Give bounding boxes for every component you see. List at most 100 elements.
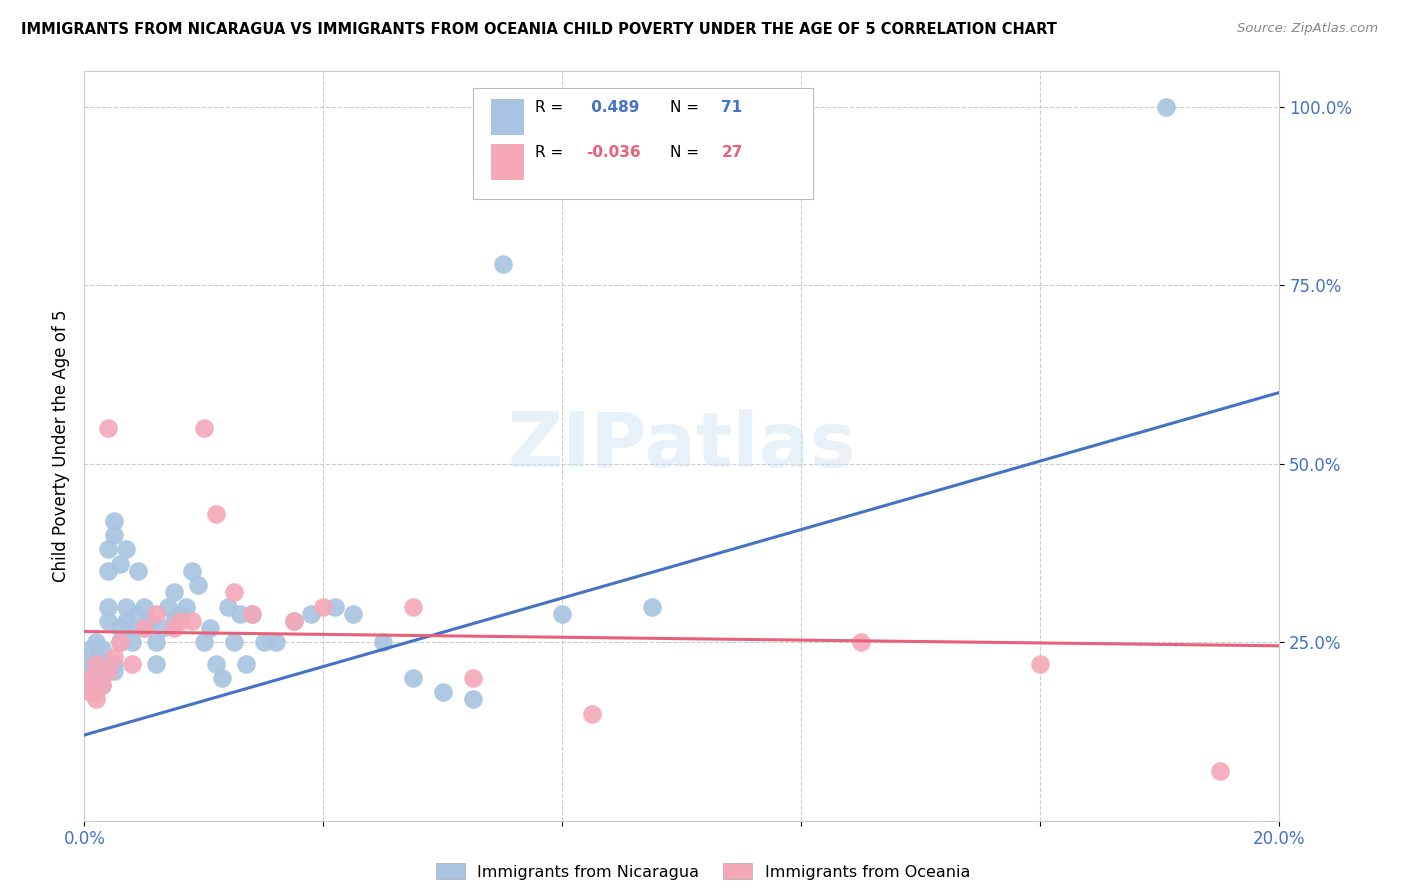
Point [551, 607, 574, 621]
Text: -0.036: -0.036 [586, 145, 641, 160]
Point [97, 564, 120, 578]
Point [139, 614, 162, 628]
Point [228, 607, 252, 621]
Text: 27: 27 [721, 145, 742, 160]
Point [157, 599, 180, 614]
Point [121, 621, 143, 635]
Point [851, 635, 873, 649]
Point [373, 635, 395, 649]
Point [461, 692, 484, 706]
Point [79, 671, 101, 685]
Point [163, 621, 186, 635]
Point [79, 664, 101, 678]
Point [110, 557, 132, 571]
Point [342, 607, 364, 621]
Point [174, 599, 197, 614]
Point [205, 507, 228, 521]
Point [253, 635, 276, 649]
Point [79, 685, 101, 699]
Point [198, 621, 221, 635]
Point [163, 585, 186, 599]
Point [86, 671, 108, 685]
FancyBboxPatch shape [472, 87, 814, 199]
Point [181, 614, 204, 628]
Point [110, 635, 132, 649]
Point [91, 678, 114, 692]
Point [283, 614, 305, 628]
Point [132, 621, 156, 635]
Point [240, 607, 263, 621]
Point [115, 614, 138, 628]
Point [181, 564, 204, 578]
Point [91, 671, 114, 685]
Point [97, 421, 120, 435]
Point [402, 671, 425, 685]
Text: Source: ZipAtlas.com: Source: ZipAtlas.com [1237, 22, 1378, 36]
Point [325, 599, 347, 614]
Point [193, 635, 215, 649]
Point [79, 678, 101, 692]
Point [91, 657, 114, 671]
Text: IMMIGRANTS FROM NICARAGUA VS IMMIGRANTS FROM OCEANIA CHILD POVERTY UNDER THE AGE: IMMIGRANTS FROM NICARAGUA VS IMMIGRANTS … [21, 22, 1057, 37]
Point [492, 257, 515, 271]
Point [402, 599, 425, 614]
Point [86, 649, 108, 664]
Point [127, 564, 149, 578]
Point [235, 657, 257, 671]
Point [1154, 100, 1177, 114]
Point [1209, 764, 1232, 778]
Point [312, 599, 335, 614]
Point [1029, 657, 1052, 671]
Point [110, 635, 132, 649]
Point [581, 706, 603, 721]
Point [103, 514, 125, 528]
Point [127, 607, 149, 621]
Point [283, 614, 305, 628]
Point [169, 614, 191, 628]
Point [432, 685, 454, 699]
Point [110, 621, 132, 635]
Point [86, 635, 108, 649]
Point [79, 642, 101, 657]
Point [86, 685, 108, 699]
Point [86, 657, 108, 671]
Point [205, 657, 228, 671]
Text: 0.489: 0.489 [586, 100, 640, 115]
Point [86, 692, 108, 706]
Point [193, 421, 215, 435]
Point [264, 635, 287, 649]
Point [115, 542, 138, 557]
Point [145, 635, 167, 649]
Point [217, 599, 239, 614]
Text: N =: N = [671, 100, 699, 115]
Text: 71: 71 [721, 100, 742, 115]
Point [103, 664, 125, 678]
Point [103, 657, 125, 671]
Bar [491, 99, 524, 135]
Y-axis label: Child Poverty Under the Age of 5: Child Poverty Under the Age of 5 [52, 310, 70, 582]
Text: ZIPatlas: ZIPatlas [508, 409, 856, 483]
Point [222, 635, 245, 649]
Text: R =: R = [534, 145, 564, 160]
Point [121, 635, 143, 649]
Point [132, 599, 156, 614]
Point [132, 621, 156, 635]
Point [97, 657, 120, 671]
Point [91, 642, 114, 657]
Point [86, 664, 108, 678]
Point [163, 614, 186, 628]
Point [222, 585, 245, 599]
Point [103, 649, 125, 664]
Point [91, 664, 114, 678]
Point [121, 657, 143, 671]
Point [103, 528, 125, 542]
Point [187, 578, 209, 592]
Point [79, 657, 101, 671]
Point [97, 664, 120, 678]
Bar [491, 144, 524, 180]
Point [150, 621, 173, 635]
Text: R =: R = [534, 100, 564, 115]
Point [240, 607, 263, 621]
Legend: Immigrants from Nicaragua, Immigrants from Oceania: Immigrants from Nicaragua, Immigrants fr… [436, 863, 970, 880]
Point [115, 599, 138, 614]
